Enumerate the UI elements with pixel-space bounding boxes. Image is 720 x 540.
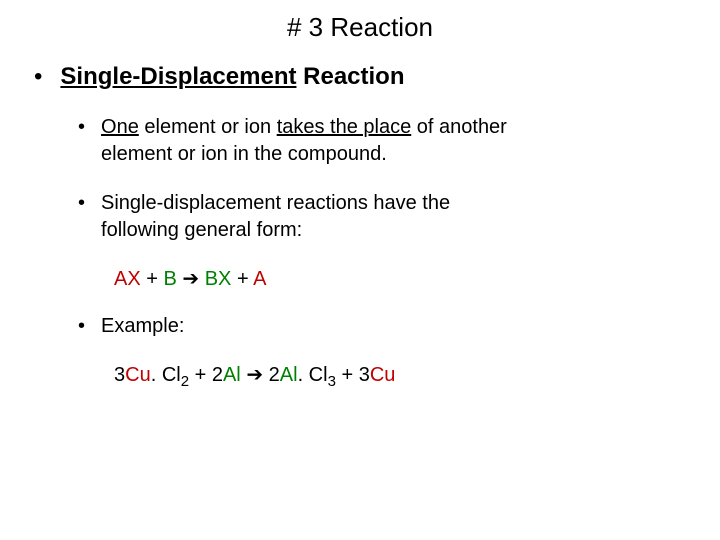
ex-t8: . Cl [298,364,328,386]
heading-bullet: • Single-Displacement Reaction [34,63,690,92]
formula-arrow1: ➔ [177,268,205,290]
ex-t4: + 2 [189,364,223,386]
heading-rest: Reaction [296,63,404,90]
point-1-text: One element or ion takes the place of an… [101,114,521,168]
point-2-text: Single-displacement reactions have the f… [101,190,521,244]
ex-arrow2: ➔ [241,364,269,386]
formula-plus2: + [231,268,253,290]
point-1: • One element or ion takes the place of … [78,114,690,168]
ex-cu1: Cu [125,364,151,386]
formula-a: A [253,268,266,290]
ex-t9: + 3 [336,364,370,386]
ex-al1: Al [223,364,241,386]
formula-ax: AX [114,268,141,290]
bullet-dot: • [78,114,85,168]
formula-plus1: + [141,268,164,290]
general-form-formula: AX + B ➔ BX + A [114,266,690,291]
p1-u1: One [101,116,139,138]
ex-sub1: 2 [181,373,189,390]
ex-t3: . Cl [151,364,181,386]
p1-u3: takes the place [277,116,412,138]
heading-underlined: Single-Displacement [60,63,296,90]
example-equation: 3Cu. Cl2 + 2Al ➔ 2Al. Cl3 + 3Cu [114,362,690,390]
heading-text: Single-Displacement Reaction [60,63,404,92]
slide-title: # 3 Reaction [30,12,690,43]
formula-b: B [163,268,176,290]
bullet-dot: • [34,63,42,92]
formula-bx: BX [205,268,232,290]
ex-sub2: 3 [328,373,336,390]
ex-t1: 3 [114,364,125,386]
point-3-text: Example: [101,313,184,340]
ex-al2: Al [280,364,298,386]
p1-t2: element or ion [139,116,277,138]
bullet-dot: • [78,313,85,340]
ex-t6: 2 [269,364,280,386]
point-2: • Single-displacement reactions have the… [78,190,690,244]
point-3: • Example: [78,313,690,340]
bullet-dot: • [78,190,85,244]
ex-cu2: Cu [370,364,396,386]
